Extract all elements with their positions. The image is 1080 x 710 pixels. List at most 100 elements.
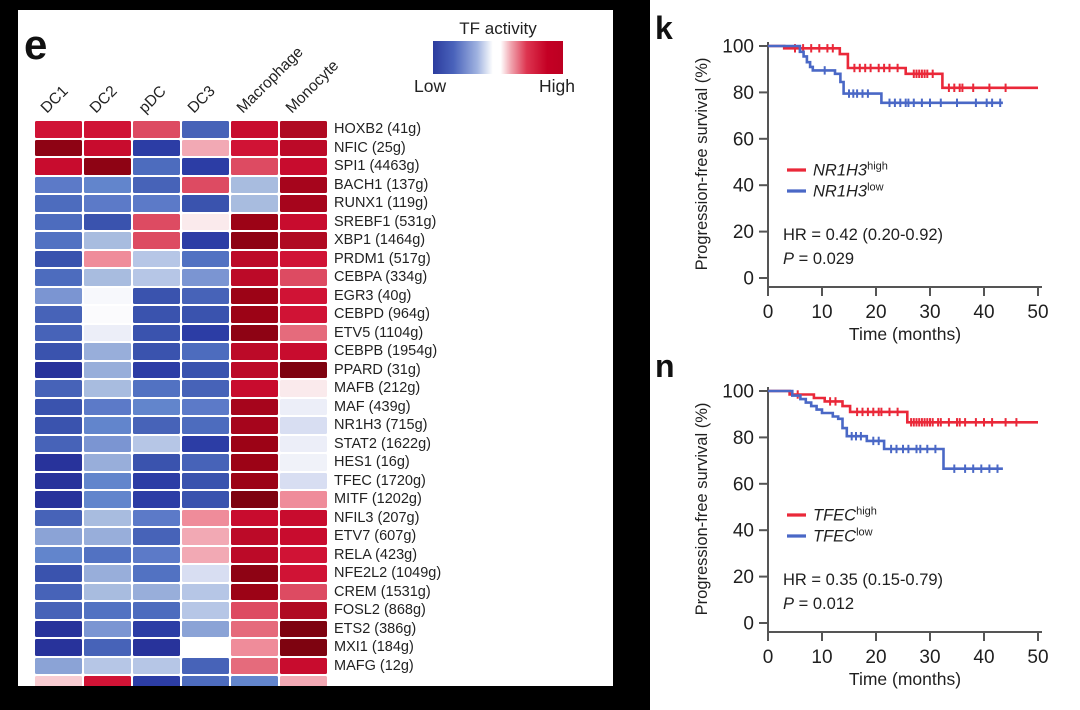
x-tick-label: 10	[811, 647, 832, 668]
heatmap-gene-label: NR1H3 (715g)	[334, 417, 428, 433]
heatmap-cell	[280, 491, 327, 508]
heatmap-row: XBP1 (1464g)	[35, 232, 441, 249]
heatmap-gene-label: MAFB (212g)	[334, 380, 421, 396]
heatmap-row: ETV7 (607g)	[35, 528, 441, 545]
heatmap-cell	[35, 158, 82, 175]
heatmap-cell	[182, 195, 229, 212]
legend-gradient-bar	[433, 41, 563, 74]
heatmap-cell	[280, 176, 327, 193]
heatmap-gene-label: CEBPB (1954g)	[334, 343, 438, 359]
heatmap-cell	[35, 250, 82, 267]
heatmap-row: RELA (423g)	[35, 546, 441, 563]
axes: 0 20 40 60 80 100 0 10 20 30 40 50	[722, 382, 1048, 669]
heatmap-cell	[280, 472, 327, 489]
heatmap-gene-label: ETV7 (607g)	[334, 528, 417, 544]
heatmap-cell	[35, 583, 82, 600]
heatmap-cell	[35, 139, 82, 156]
legend-item-high: TFEChigh	[787, 506, 877, 525]
heatmap-cell	[182, 398, 229, 415]
heatmap-row: PPARD (31g)	[35, 361, 441, 378]
heatmap-cell	[84, 509, 131, 526]
heatmap-cell	[280, 583, 327, 600]
heatmap-cell	[133, 620, 180, 637]
heatmap-cell	[280, 195, 327, 212]
heatmap-cell	[231, 546, 278, 563]
heatmap-cell	[280, 139, 327, 156]
heatmap-cell	[84, 158, 131, 175]
heatmap-gene-label: NFE2L2 (1049g)	[334, 565, 442, 581]
x-tick-label: 50	[1027, 647, 1048, 668]
heatmap-cell	[231, 454, 278, 471]
hr-value: HR = 0.42 (0.20-0.92)	[783, 226, 943, 244]
heatmap-cell	[133, 472, 180, 489]
y-axis-label: Progression-free survival (%)	[693, 403, 711, 616]
heatmap-cell	[133, 139, 180, 156]
heatmap-cell	[84, 343, 131, 360]
p-value: P = 0.012	[783, 595, 854, 613]
heatmap-cell	[84, 454, 131, 471]
heatmap-cell	[231, 139, 278, 156]
heatmap-gene-label: MXI1 (184g)	[334, 639, 414, 655]
heatmap-cell	[84, 435, 131, 452]
heatmap-cell	[133, 121, 180, 138]
heatmap-cell	[84, 213, 131, 230]
heatmap-cell	[182, 639, 229, 656]
heatmap-cell	[182, 602, 229, 619]
heatmap-cell	[84, 528, 131, 545]
heatmap-row: NFIL3 (207g)	[35, 509, 441, 526]
heatmap-cell	[133, 509, 180, 526]
stats: HR = 0.42 (0.20-0.92) P = 0.029	[783, 226, 943, 268]
heatmap-cell	[35, 676, 82, 686]
heatmap-cell	[231, 491, 278, 508]
x-tick-label: 0	[763, 647, 774, 668]
legend-label: TFEChigh	[813, 506, 877, 525]
heatmap-cell	[133, 380, 180, 397]
heatmap-cell	[133, 491, 180, 508]
heatmap-cell	[133, 528, 180, 545]
heatmap-row: CEBPA (334g)	[35, 269, 441, 286]
heatmap-cell	[182, 250, 229, 267]
heatmap-cell	[35, 546, 82, 563]
y-tick-label: 100	[722, 37, 754, 58]
heatmap-row: SPI1 (4463g)	[35, 158, 441, 175]
heatmap-row: HOXB2 (41g)	[35, 121, 441, 138]
heatmap-row: CREM (1531g)	[35, 583, 441, 600]
heatmap-gene-label: MITF (1202g)	[334, 491, 422, 507]
heatmap-cell	[280, 620, 327, 637]
legend-label: NR1H3low	[813, 182, 884, 201]
heatmap-cell	[133, 361, 180, 378]
heatmap-gene-label: RELA (423g)	[334, 546, 418, 563]
heatmap-cell	[35, 491, 82, 508]
heatmap-gene-label: SREBF1 (531g)	[334, 213, 437, 230]
heatmap-cell	[35, 324, 82, 341]
heatmap-row: STAT2 (1622g)	[35, 435, 441, 452]
heatmap-row: NFIC (25g)	[35, 139, 441, 156]
heatmap-cell	[182, 139, 229, 156]
heatmap-cell	[133, 158, 180, 175]
panel-e: e DC1 DC2 pDC DC3 Macrophage Monocyte HOXB2 (…	[0, 0, 650, 710]
heatmap-cell	[231, 509, 278, 526]
x-tick-label: 30	[919, 302, 940, 323]
panel-k-label: k	[655, 10, 673, 46]
heatmap-cell	[35, 509, 82, 526]
heatmap-cell	[35, 195, 82, 212]
heatmap-cell	[182, 232, 229, 249]
heatmap-gene-label: HOXB2 (41g)	[334, 121, 422, 137]
heatmap-cell	[133, 195, 180, 212]
heatmap-cell	[231, 602, 278, 619]
heatmap-cell	[280, 121, 327, 138]
heatmap-cell	[231, 343, 278, 360]
heatmap-cell	[84, 361, 131, 378]
y-tick-label: 0	[743, 614, 754, 635]
heatmap-cell	[231, 176, 278, 193]
heatmap-column-header: DC2	[86, 82, 121, 117]
p-value: P = 0.029	[783, 250, 854, 268]
axes: 0 20 40 60 80 100 0 10 20 30 40 50	[722, 37, 1048, 324]
heatmap-gene-label: PPARD (31g)	[334, 361, 421, 378]
heatmap-cell	[133, 454, 180, 471]
heatmap-cell	[84, 287, 131, 304]
heatmap-cell	[84, 639, 131, 656]
heatmap-row: CEBPD (964g)	[35, 306, 441, 323]
heatmap-cell	[133, 250, 180, 267]
heatmap-row: CEBPB (1954g)	[35, 343, 441, 360]
